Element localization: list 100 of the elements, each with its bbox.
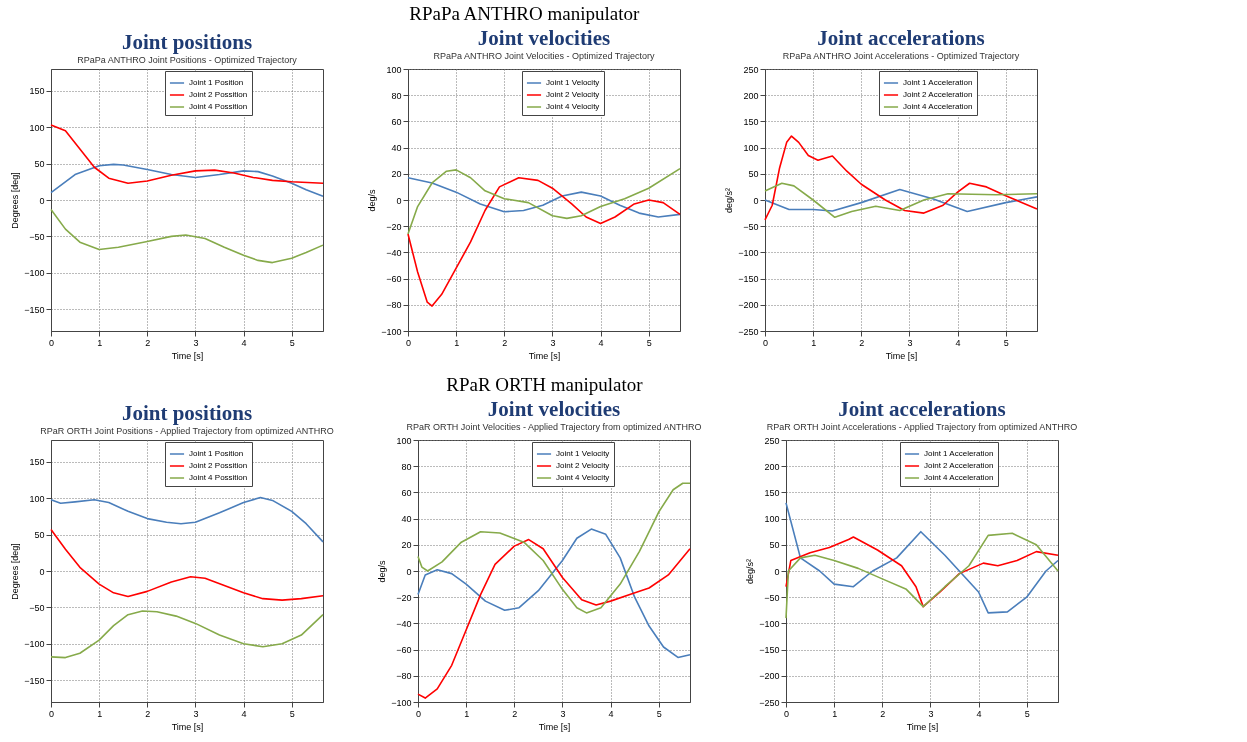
y-tick-label: −40 [396,618,412,629]
y-tick-label: 0 [753,195,759,206]
y-tick-label: −100 [738,247,759,258]
x-axis-title: Time [s] [171,350,204,361]
y-axis-title: deg/s [377,560,388,583]
legend-label: Joint 2 Possition [189,461,248,470]
y-tick-label: −100 [391,697,412,708]
y-tick-label: 40 [401,514,412,525]
line-series [417,528,691,659]
y-tick-label: 250 [764,435,780,446]
y-tick-label: 100 [743,143,759,154]
legend-label: Joint 2 Acceleration [924,461,994,470]
y-tick-label: −100 [24,639,45,650]
legend-label: Joint 1 Velocity [546,78,600,87]
x-tick-label: 3 [560,708,566,719]
x-axis-title: Time [s] [528,350,561,361]
y-tick-label: −150 [759,645,780,656]
x-axis-title: Time [s] [538,721,571,732]
y-tick-label: 40 [391,143,402,154]
chart-title: Joint positions [121,30,253,54]
legend-label: Joint 1 Position [189,78,244,87]
y-tick-label: −20 [396,592,412,603]
chart-subtitle: RPaPa ANTHRO Joint Velocities - Optimized Trajectory [433,51,656,61]
x-tick-label: 5 [1003,337,1009,348]
legend-label: Joint 1 Position [189,449,244,458]
x-tick-label: 5 [289,708,295,719]
legend-label: Joint 2 Velocity [546,90,600,99]
legend-label: Joint 1 Acceleration [924,449,994,458]
x-tick-label: 3 [193,337,199,348]
y-tick-label: 50 [748,169,759,180]
y-tick-label: 50 [769,540,780,551]
y-tick-label: −100 [381,326,402,337]
x-tick-label: 4 [241,708,247,719]
x-tick-label: 2 [880,708,886,719]
chart-subtitle: RPaR ORTH Joint Accelerations - Applied Trajectory from optimized ANTHRO [766,422,1078,432]
y-tick-label: −60 [386,274,402,285]
y-tick-label: 0 [774,566,780,577]
y-tick-label: 80 [401,461,412,472]
y-tick-label: −100 [24,268,45,279]
chart-title: Joint velocities [487,397,621,421]
legend-label: Joint 4 Velocity [546,102,600,111]
y-tick-label: 150 [743,116,759,127]
line-series [785,536,1059,608]
y-tick-label: 80 [391,90,402,101]
x-tick-label: 4 [598,337,604,348]
y-axis-title: deg/s [367,189,378,212]
y-tick-label: −200 [759,671,780,682]
legend-label: Joint 4 Possition [189,473,248,482]
legend-label: Joint 1 Velocity [556,449,610,458]
x-tick-label: 5 [646,337,652,348]
legend-label: Joint 2 Acceleration [903,90,973,99]
y-tick-label: 60 [401,487,412,498]
y-axis-title: Degrees [deg] [10,172,21,229]
x-axis-title: Time [s] [906,721,939,732]
x-tick-label: 3 [928,708,934,719]
x-tick-label: 3 [907,337,913,348]
x-tick-label: 0 [783,708,790,719]
y-axis-title: deg/s² [724,187,735,214]
x-tick-label: 4 [608,708,614,719]
chart-title: Joint accelerations [838,397,1006,421]
y-tick-label: 100 [764,514,780,525]
x-tick-label: 4 [241,337,247,348]
chart-subtitle: RPaR ORTH Joint Positions - Applied Trajectory from optimized ANTHRO [40,426,334,436]
x-tick-label: 2 [145,708,151,719]
line-series [764,135,1038,221]
y-tick-label: 200 [743,90,759,101]
y-tick-label: 150 [29,86,45,97]
y-tick-label: −150 [24,304,45,315]
x-axis-title: Time [s] [885,350,918,361]
legend-label: Joint 1 Acceleration [903,78,973,87]
x-tick-label: 3 [193,708,199,719]
y-tick-label: −50 [29,602,45,613]
y-tick-label: −100 [759,618,780,629]
y-tick-label: 200 [764,461,780,472]
y-tick-label: 100 [396,435,412,446]
y-tick-label: −60 [396,645,412,656]
y-tick-label: 100 [386,64,402,75]
y-tick-label: −50 [743,221,759,232]
line-series [785,532,1059,619]
chart-title: Joint positions [121,401,253,425]
y-tick-label: −80 [386,300,402,311]
y-tick-label: 150 [29,457,45,468]
legend-label: Joint 2 Possition [189,90,248,99]
x-tick-label: 2 [859,337,865,348]
x-tick-label: 4 [976,708,982,719]
y-tick-label: −250 [759,697,780,708]
line-series [50,208,324,264]
chart-title: Joint velocities [477,26,611,50]
y-tick-label: 100 [29,493,45,504]
chart-subtitle: RPaPa ANTHRO Joint Accelerations - Optimized Trajectory [782,51,1020,61]
y-tick-label: −80 [396,671,412,682]
line-series [785,502,1059,614]
text: RPaPa ANTHRO manipulator [409,2,640,24]
line-series [50,124,324,185]
y-tick-label: −40 [386,247,402,258]
x-tick-label: 5 [1024,708,1030,719]
y-tick-label: 0 [396,195,402,206]
x-tick-label: 1 [464,708,470,719]
x-tick-label: 2 [145,337,151,348]
line-series [764,188,1038,213]
